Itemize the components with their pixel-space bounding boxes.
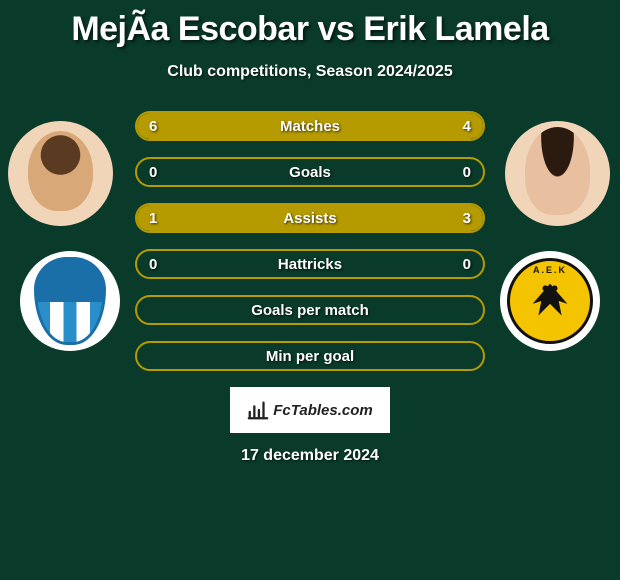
subtitle: Club competitions, Season 2024/2025 <box>0 63 620 81</box>
stat-value-p2: 0 <box>463 164 471 181</box>
player2-club-badge: A.E.K <box>500 251 600 351</box>
stat-value-p2: 4 <box>463 118 471 135</box>
stat-value-p1: 6 <box>149 118 157 135</box>
source-box: FcTables.com <box>230 387 390 433</box>
stat-value-p1: 0 <box>149 256 157 273</box>
eagle-icon <box>521 272 579 330</box>
player1-avatar <box>8 121 113 226</box>
source-label: FcTables.com <box>273 402 372 419</box>
chart-icon <box>247 399 269 421</box>
stat-value-p2: 0 <box>463 256 471 273</box>
stat-label: Matches <box>280 118 340 135</box>
stat-row: Min per goal <box>135 341 485 371</box>
stat-value-p1: 1 <box>149 210 157 227</box>
stat-row: 6 4 Matches <box>135 111 485 141</box>
stat-row: 0 0 Goals <box>135 157 485 187</box>
stat-row: 0 0 Hattricks <box>135 249 485 279</box>
player1-club-badge <box>20 251 120 351</box>
stat-bars: 6 4 Matches 0 0 Goals 1 3 Assists 0 0 Hattricks Goal… <box>135 111 485 371</box>
stat-row: 1 3 Assists <box>135 203 485 233</box>
stat-label: Hattricks <box>278 256 342 273</box>
page-title: MejÃ­a Escobar vs Erik Lamela <box>0 0 620 49</box>
date-label: 17 december 2024 <box>0 447 620 465</box>
stat-label: Assists <box>283 210 336 227</box>
stat-value-p1: 0 <box>149 164 157 181</box>
stat-fill-p2 <box>224 205 484 231</box>
club2-label: A.E.K <box>510 265 590 275</box>
stat-label: Goals <box>289 164 331 181</box>
player2-avatar <box>505 121 610 226</box>
stat-value-p2: 3 <box>463 210 471 227</box>
stat-row: Goals per match <box>135 295 485 325</box>
stat-label: Min per goal <box>266 348 354 365</box>
stat-label: Goals per match <box>251 302 369 319</box>
comparison-panel: A.E.K 6 4 Matches 0 0 Goals 1 3 Assists 0 0 Hattric… <box>0 111 620 465</box>
